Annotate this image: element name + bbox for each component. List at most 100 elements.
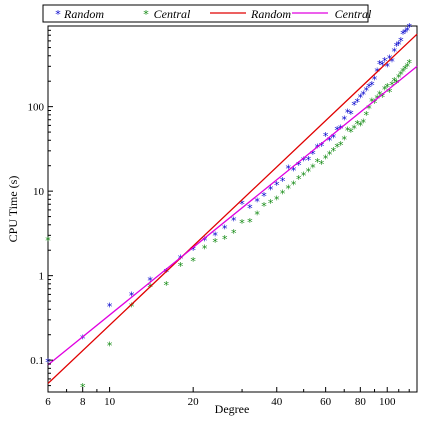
data-point: * — [80, 333, 86, 346]
data-point: * — [363, 109, 369, 122]
data-point: * — [296, 159, 302, 172]
legend-label: Random — [250, 7, 291, 21]
data-point: * — [384, 81, 390, 94]
data-point: * — [327, 149, 333, 162]
data-point: * — [394, 40, 400, 53]
data-point: * — [380, 91, 386, 104]
data-point: * — [285, 182, 291, 195]
series-random-points: ******** **** * * * * * ** * * * * *****************… — [45, 21, 412, 369]
x-axis-title: Degree — [215, 402, 250, 416]
data-point: * — [291, 165, 297, 178]
y-tick-label: 1 — [39, 271, 45, 283]
data-point: * — [280, 175, 286, 188]
data-point: * — [331, 145, 337, 158]
data-point: * — [377, 58, 383, 71]
data-point: * — [396, 39, 402, 52]
data-point: * — [147, 281, 153, 294]
data-point: * — [239, 198, 245, 211]
data-point: * — [402, 27, 408, 40]
data-point: * — [261, 200, 267, 213]
legend-label: Random — [63, 7, 104, 21]
data-point: * — [239, 217, 245, 230]
data-point: * — [338, 123, 344, 136]
series-random-line — [47, 33, 418, 384]
data-point: * — [310, 148, 316, 161]
data-point: * — [400, 66, 406, 79]
data-point: * — [315, 156, 321, 169]
data-point: * — [164, 266, 170, 279]
data-point: * — [394, 77, 400, 90]
x-tick-label: 80 — [355, 396, 367, 408]
data-point: * — [358, 119, 364, 132]
legend-marker-star: * — [143, 8, 149, 21]
data-point: * — [254, 208, 260, 221]
data-point: * — [361, 116, 367, 129]
data-point: * — [247, 202, 253, 215]
legend-marker-star: * — [55, 8, 61, 21]
data-point: * — [315, 141, 321, 154]
data-point: * — [348, 126, 354, 139]
data-point: * — [404, 24, 410, 37]
data-point: * — [372, 73, 378, 86]
data-point: * — [366, 103, 372, 116]
data-point: * — [355, 118, 361, 131]
data-point: * — [348, 108, 354, 121]
data-point: * — [291, 178, 297, 191]
data-point: * — [323, 130, 329, 143]
data-point: * — [351, 99, 357, 112]
data-point: * — [345, 125, 351, 138]
data-point: * — [398, 35, 404, 48]
data-point: * — [202, 242, 208, 255]
data-point: * — [355, 96, 361, 109]
data-point: * — [147, 274, 153, 287]
data-point: * — [178, 252, 184, 265]
data-point: * — [358, 92, 364, 105]
data-point: * — [129, 301, 135, 314]
data-point: * — [247, 216, 253, 229]
x-tick-label: 100 — [379, 396, 396, 408]
data-point: * — [372, 97, 378, 110]
y-axis-title: CPU Time (s) — [6, 176, 20, 243]
data-point: * — [268, 183, 274, 196]
data-point: * — [327, 134, 333, 147]
data-point: * — [334, 141, 340, 154]
fit-line-central — [47, 65, 418, 366]
data-point: * — [377, 88, 383, 101]
data-point: * — [231, 227, 237, 240]
data-point: * — [382, 55, 388, 68]
data-point: * — [164, 279, 170, 292]
data-point: * — [392, 75, 398, 88]
data-point: * — [398, 69, 404, 82]
y-tick-label: 10 — [33, 186, 45, 198]
data-point: * — [380, 59, 386, 72]
data-point: * — [387, 86, 393, 99]
data-point: * — [190, 244, 196, 257]
data-point: * — [107, 301, 113, 314]
x-tick-label: 10 — [104, 396, 116, 408]
data-point: * — [404, 60, 410, 73]
data-point: * — [212, 229, 218, 242]
data-point: * — [341, 114, 347, 127]
data-point: * — [202, 235, 208, 248]
y-tick-label: 0.1 — [30, 355, 44, 367]
data-point: * — [280, 187, 286, 200]
y-axis: 0.1 1 10 100 — [28, 25, 53, 387]
legend-box — [42, 4, 369, 23]
data-point: * — [222, 223, 228, 236]
data-point: * — [361, 88, 367, 101]
series-central-line — [47, 65, 418, 366]
x-tick-label: 6 — [45, 396, 51, 408]
data-point: * — [178, 260, 184, 273]
x-tick-label: 20 — [188, 396, 200, 408]
data-point: * — [323, 152, 329, 165]
data-point: * — [274, 193, 280, 206]
data-point: * — [402, 63, 408, 76]
data-point: * — [366, 81, 372, 94]
data-point: * — [406, 57, 412, 70]
data-point: * — [301, 155, 307, 168]
data-point: * — [222, 233, 228, 246]
data-point: * — [306, 154, 312, 167]
legend-label: Central — [335, 7, 372, 21]
data-point: * — [107, 339, 113, 352]
